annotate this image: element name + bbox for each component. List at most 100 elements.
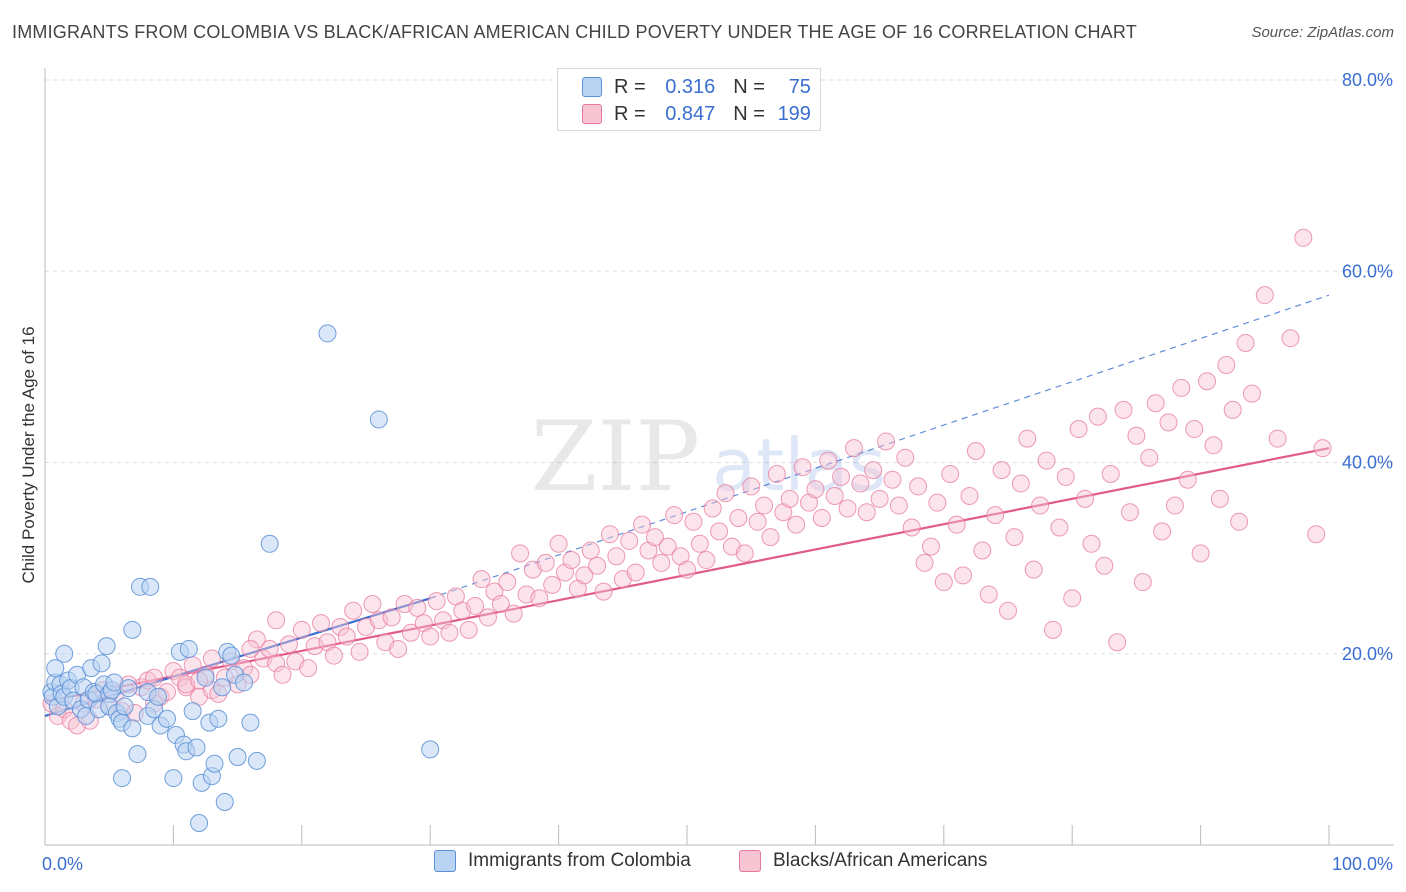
watermark: ZIP atlas xyxy=(531,401,886,513)
data-point-blacks xyxy=(170,668,189,687)
data-point-colombia xyxy=(215,792,234,811)
data-point-blacks xyxy=(466,596,485,615)
data-point-blacks xyxy=(504,604,523,623)
data-point-blacks xyxy=(1178,470,1197,489)
data-point-blacks xyxy=(389,639,408,658)
data-point-blacks xyxy=(1088,407,1107,426)
data-point-blacks xyxy=(337,627,356,646)
data-point-blacks xyxy=(350,642,369,661)
data-point-blacks xyxy=(1050,518,1069,537)
y-tick-label: 80.0% xyxy=(1342,70,1393,90)
data-point-blacks xyxy=(729,508,748,527)
data-point-blacks xyxy=(960,486,979,505)
data-point-blacks xyxy=(511,544,530,563)
data-point-blacks xyxy=(806,480,825,499)
data-point-blacks xyxy=(825,486,844,505)
blue-swatch xyxy=(434,850,456,872)
data-point-blacks xyxy=(1223,400,1242,419)
n-value-colombia: 75 xyxy=(788,75,811,98)
data-point-blacks xyxy=(947,515,966,534)
data-point-blacks xyxy=(588,556,607,575)
data-point-blacks xyxy=(710,522,729,541)
n-value-blacks: 199 xyxy=(777,102,811,125)
data-point-blacks xyxy=(652,553,671,572)
data-point-blacks xyxy=(530,589,549,608)
data-point-colombia xyxy=(209,709,228,728)
data-point-colombia xyxy=(318,324,337,343)
data-point-blacks xyxy=(562,551,581,570)
data-point-blacks xyxy=(921,537,940,556)
data-point-blacks xyxy=(703,499,722,518)
n-label: N = xyxy=(733,75,765,98)
data-point-colombia xyxy=(113,769,132,788)
pink-swatch xyxy=(582,104,602,124)
data-point-blacks xyxy=(780,489,799,508)
data-point-blacks xyxy=(1056,467,1075,486)
data-point-blacks xyxy=(1011,474,1030,493)
data-point-blacks xyxy=(844,439,863,458)
legend-item-colombia: Immigrants from Colombia xyxy=(434,850,691,872)
data-point-blacks xyxy=(735,544,754,563)
data-point-blacks xyxy=(928,493,947,512)
data-point-blacks xyxy=(1082,534,1101,553)
data-point-blacks xyxy=(1120,503,1139,522)
data-point-colombia xyxy=(222,646,241,665)
r-value-blacks: 0.847 xyxy=(665,102,716,125)
data-point-blacks xyxy=(620,531,639,550)
chart-title: IMMIGRANTS FROM COLOMBIA VS BLACK/AFRICA… xyxy=(12,22,1137,42)
data-point-blacks xyxy=(478,608,497,627)
data-point-blacks xyxy=(549,534,568,553)
data-point-blacks xyxy=(1133,573,1152,592)
data-point-blacks xyxy=(934,573,953,592)
data-point-blacks xyxy=(241,639,260,658)
data-point-blacks xyxy=(909,477,928,496)
data-point-blacks xyxy=(864,461,883,480)
data-point-colombia xyxy=(235,673,254,692)
blue-swatch xyxy=(582,77,602,97)
data-point-blacks xyxy=(1043,620,1062,639)
data-point-blacks xyxy=(273,665,292,684)
data-point-blacks xyxy=(870,489,889,508)
data-point-blacks xyxy=(812,508,831,527)
data-point-colombia xyxy=(55,644,74,663)
data-point-blacks xyxy=(767,464,786,483)
data-point-blacks xyxy=(999,601,1017,620)
data-point-blacks xyxy=(331,617,350,636)
data-point-blacks xyxy=(915,553,934,572)
data-point-blacks xyxy=(857,503,876,522)
data-point-blacks xyxy=(607,547,626,566)
data-point-blacks xyxy=(312,614,331,633)
y-tick-label: 20.0% xyxy=(1342,644,1393,664)
data-point-colombia xyxy=(115,697,134,716)
data-point-blacks xyxy=(421,627,440,646)
data-point-blacks xyxy=(1281,329,1300,348)
data-point-colombia xyxy=(164,769,183,788)
data-point-blacks xyxy=(665,506,684,525)
data-point-blacks xyxy=(459,620,478,639)
data-point-colombia xyxy=(123,719,142,738)
r-label: R = xyxy=(614,102,646,125)
data-point-colombia xyxy=(260,534,279,553)
correlation-legend: R = 0.316 N = 75 R = 0.847 N = 199 xyxy=(557,68,821,131)
data-point-colombia xyxy=(92,654,111,673)
data-point-colombia xyxy=(190,814,209,833)
data-point-blacks xyxy=(344,601,363,620)
data-point-colombia xyxy=(148,687,167,706)
data-point-blacks xyxy=(1069,420,1088,439)
data-point-blacks xyxy=(992,461,1011,480)
data-point-colombia xyxy=(228,748,247,767)
legend-label-colombia: Immigrants from Colombia xyxy=(468,850,691,871)
data-point-blacks xyxy=(600,525,619,544)
data-point-blacks xyxy=(324,646,343,665)
r-value-colombia: 0.316 xyxy=(665,75,716,98)
watermark-zip: ZIP xyxy=(531,401,700,513)
data-point-blacks xyxy=(678,560,696,579)
data-point-blacks xyxy=(979,585,998,604)
data-point-blacks xyxy=(1242,384,1261,403)
data-point-blacks xyxy=(1140,448,1159,467)
data-point-blacks xyxy=(427,592,446,611)
data-point-blacks xyxy=(440,623,459,642)
data-point-blacks xyxy=(575,566,594,585)
data-point-blacks xyxy=(594,582,613,601)
data-point-blacks xyxy=(536,553,555,572)
